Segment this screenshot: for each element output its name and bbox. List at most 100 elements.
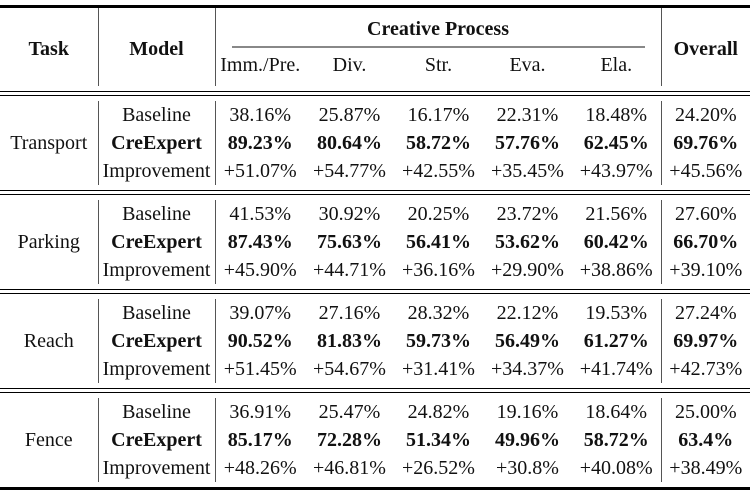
value-cell: +29.90% <box>491 259 564 281</box>
value-cell: 58.72% <box>583 429 649 451</box>
task-label-transport: Transport <box>0 101 99 185</box>
value-cell: +38.86% <box>579 259 653 281</box>
value-cell: +41.74% <box>579 358 653 380</box>
table-row-fence-baseline: Fence Baseline 36.91% 25.47% 24.82% 19.1… <box>0 398 750 482</box>
value-cell: 30.92% <box>318 203 381 225</box>
table-row-fence-improvement: Improvement +48.26% +46.81% +26.52% +30.… <box>0 454 750 482</box>
value-cell: 62.45% <box>583 132 649 154</box>
value-cell: 19.53% <box>585 302 648 324</box>
task-label-fence: Fence <box>0 398 99 482</box>
task-label-parking: Parking <box>0 200 99 284</box>
task-label-reach: Reach <box>0 299 99 383</box>
header-row-2: Imm./Pre. Div. Str. Eva. Ela. <box>0 48 750 86</box>
value-cell: 81.83% <box>317 330 382 352</box>
results-table: Task Model Creative Process Overall Imm.… <box>0 5 750 490</box>
value-cell: 56.49% <box>495 330 560 352</box>
value-cell: 85.17% <box>227 429 293 451</box>
table-row-reach-improvement: Improvement +51.45% +54.67% +31.41% +34.… <box>0 355 750 383</box>
value-cell: 41.53% <box>229 203 292 225</box>
value-cell: +48.26% <box>223 457 297 479</box>
rule-row <box>0 388 750 393</box>
header-row-1: Task Model Creative Process Overall <box>0 6 750 86</box>
col-header-creative-process: Creative Process <box>215 7 661 48</box>
value-cell: 72.28% <box>317 429 382 451</box>
value-cell: 61.27% <box>583 330 649 352</box>
cmidrule <box>231 46 645 48</box>
overall-cell: 69.76% <box>660 129 750 157</box>
value-cell: 38.16% <box>229 104 292 126</box>
double-rule <box>0 289 750 294</box>
value-cell: +51.45% <box>223 358 297 380</box>
value-cell: +45.90% <box>223 259 297 281</box>
value-cell: +46.81% <box>313 457 386 479</box>
value-cell: +54.67% <box>313 358 386 380</box>
double-rule <box>0 91 750 96</box>
value-cell: +51.07% <box>223 160 297 182</box>
value-cell: 18.48% <box>585 104 648 126</box>
model-label: CreExpert <box>98 129 216 157</box>
value-cell: +30.8% <box>496 457 559 479</box>
value-cell: 49.96% <box>495 429 560 451</box>
col-header-task: Task <box>0 6 99 86</box>
model-label: CreExpert <box>98 327 216 355</box>
value-cell: 19.16% <box>496 401 559 423</box>
overall-cell: 69.97% <box>660 327 750 355</box>
value-cell: 22.12% <box>496 302 559 324</box>
value-cell: 89.23% <box>227 132 293 154</box>
value-cell: 57.76% <box>495 132 560 154</box>
model-label: Baseline <box>98 299 216 327</box>
table-row-transport-baseline: Transport Baseline 38.16% 25.87% 16.17% … <box>0 101 750 185</box>
table-row-parking-creexpert: CreExpert 87.43% 75.63% 56.41% 53.62% 60… <box>0 228 750 256</box>
value-cell: 90.52% <box>227 330 293 352</box>
value-cell: +31.41% <box>402 358 475 380</box>
overall-cell: +42.73% <box>660 355 750 383</box>
col-header-imm-pre: Imm./Pre. <box>220 54 301 76</box>
value-cell: 75.63% <box>317 231 382 253</box>
rule-row <box>0 289 750 294</box>
value-cell: 56.41% <box>406 231 471 253</box>
overall-cell: 27.60% <box>660 200 750 228</box>
model-label: Improvement <box>98 355 216 383</box>
overall-cell: 24.20% <box>660 101 750 129</box>
value-cell: 24.82% <box>407 401 470 423</box>
col-header-model: Model <box>98 6 216 86</box>
value-cell: 16.17% <box>407 104 470 126</box>
value-cell: 22.31% <box>496 104 559 126</box>
table-row-reach-baseline: Reach Baseline 39.07% 27.16% 28.32% 22.1… <box>0 299 750 383</box>
value-cell: 28.32% <box>407 302 470 324</box>
double-rule <box>0 190 750 195</box>
value-cell: 60.42% <box>583 231 649 253</box>
value-cell: 36.91% <box>229 401 292 423</box>
overall-cell: +38.49% <box>660 454 750 482</box>
overall-cell: +45.56% <box>660 157 750 185</box>
value-cell: 27.16% <box>318 302 381 324</box>
model-label: Baseline <box>98 200 216 228</box>
value-cell: 87.43% <box>227 231 293 253</box>
value-cell: 51.34% <box>406 429 471 451</box>
overall-cell: 25.00% <box>660 398 750 426</box>
table-row-fence-creexpert: CreExpert 85.17% 72.28% 51.34% 49.96% 58… <box>0 426 750 454</box>
overall-cell: 63.4% <box>660 426 750 454</box>
value-cell: 59.73% <box>406 330 471 352</box>
model-label: Baseline <box>98 101 216 129</box>
table-row-reach-creexpert: CreExpert 90.52% 81.83% 59.73% 56.49% 61… <box>0 327 750 355</box>
value-cell: 25.87% <box>318 104 381 126</box>
value-cell: 80.64% <box>317 132 382 154</box>
model-label: Improvement <box>98 157 216 185</box>
col-header-eva: Eva. <box>509 54 546 76</box>
value-cell: +26.52% <box>402 457 475 479</box>
value-cell: 25.47% <box>318 401 381 423</box>
value-cell: 21.56% <box>585 203 648 225</box>
spacer-row <box>0 482 750 489</box>
col-header-div: Div. <box>332 54 367 76</box>
value-cell: +40.08% <box>579 457 653 479</box>
value-cell: 23.72% <box>496 203 559 225</box>
value-cell: +44.71% <box>313 259 386 281</box>
value-cell: +54.77% <box>313 160 386 182</box>
double-rule <box>0 388 750 393</box>
model-label: Baseline <box>98 398 216 426</box>
model-label: CreExpert <box>98 426 216 454</box>
col-header-overall: Overall <box>660 6 750 86</box>
rule-row <box>0 190 750 195</box>
